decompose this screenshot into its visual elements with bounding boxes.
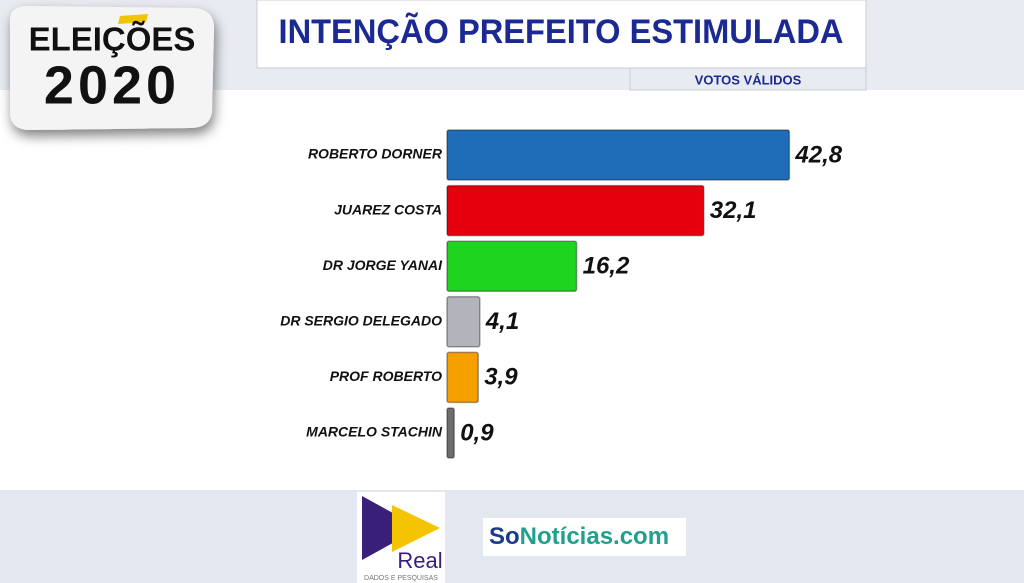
chart-subtitle: VOTOS VÁLIDOS: [695, 72, 802, 87]
bar: [446, 240, 578, 292]
badge-line1: ELEIÇÕES: [29, 21, 196, 58]
badge-shape: [10, 5, 215, 130]
category-label: DR JORGE YANAI: [323, 257, 443, 273]
value-label: 4,1: [485, 308, 519, 335]
chart-title: INTENÇÃO PREFEITO ESTIMULADA: [279, 13, 844, 51]
logo-shape: [362, 496, 420, 560]
site-part: Notícias.com: [520, 523, 669, 550]
value-label: 0,9: [460, 419, 494, 446]
badge-flag: [118, 14, 148, 24]
category-label: MARCELO STACHIN: [306, 424, 443, 440]
logo-tagline: DADOS E PESQUISAS: [364, 575, 438, 582]
site-logo: SoNotícias.com: [489, 523, 669, 550]
category-label: PROF ROBERTO: [330, 368, 442, 384]
category-label: DR SERGIO DELEGADO: [280, 313, 442, 329]
bar: [446, 296, 481, 348]
site-part: So: [489, 523, 520, 550]
category-label: ROBERTO DORNER: [308, 146, 443, 162]
badge-line2: 2020: [44, 55, 180, 115]
bar: [446, 184, 705, 237]
site-logo-bg: [483, 518, 686, 556]
value-label: 32,1: [710, 197, 757, 224]
title-box: [256, 0, 867, 69]
bar: [446, 351, 479, 404]
logo-shape: [392, 505, 440, 552]
category-label: JUAREZ COSTA: [334, 201, 442, 217]
value-label: 42,8: [794, 141, 842, 168]
bar: [446, 407, 455, 459]
value-label: 3,9: [484, 364, 518, 391]
institute-logo: Real DADOS E PESQUISAS: [357, 492, 445, 583]
badge: ELEIÇÕES 2020: [10, 5, 215, 130]
bar: [446, 129, 791, 181]
subtitle-box: [629, 67, 867, 91]
value-label: 16,2: [583, 253, 630, 280]
logo-text: Real: [397, 548, 442, 573]
